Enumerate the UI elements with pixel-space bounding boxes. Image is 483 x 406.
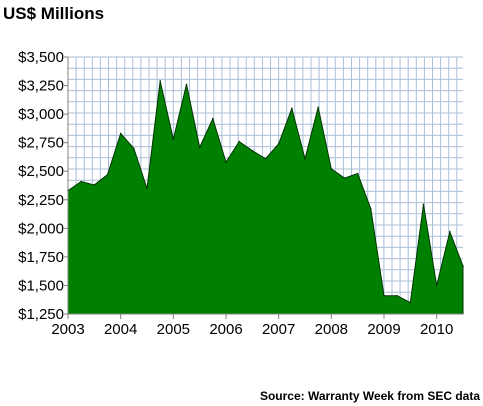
data-point	[264, 157, 267, 160]
y-tick-label: $3,500	[18, 49, 64, 66]
data-point	[422, 203, 425, 206]
data-point	[93, 184, 96, 186]
x-tick-label: 2010	[420, 321, 453, 338]
data-point	[212, 117, 214, 120]
x-tick-label: 2005	[157, 321, 190, 338]
x-tick-label: 2009	[367, 321, 400, 338]
y-tick-label: $2,750	[18, 135, 64, 152]
data-point	[435, 284, 438, 287]
area-fill	[67, 80, 464, 315]
area-series	[67, 80, 464, 315]
data-point	[238, 140, 240, 143]
y-tick-label: $1,750	[18, 249, 64, 266]
x-tick-label: 2007	[262, 321, 295, 338]
data-point	[304, 157, 306, 160]
y-tick-label: $2,500	[18, 163, 64, 180]
data-point	[185, 83, 188, 86]
y-tick-label: $3,250	[18, 78, 64, 95]
data-point	[291, 107, 293, 110]
y-tick-label: $1,250	[18, 306, 64, 323]
y-tick-label: $2,250	[18, 192, 64, 209]
data-point	[225, 161, 227, 163]
data-point	[198, 146, 201, 149]
plot-frame	[64, 56, 463, 319]
x-tick-label: 2004	[104, 321, 137, 338]
data-point	[343, 177, 346, 179]
data-point	[133, 147, 135, 150]
data-point	[172, 138, 175, 141]
data-point	[396, 294, 398, 297]
x-tick-label: 2008	[315, 321, 348, 338]
data-point	[409, 301, 412, 304]
data-point	[106, 173, 109, 176]
data-point	[251, 149, 254, 152]
chart-title: US$ Millions	[3, 4, 104, 23]
y-axis-tick-labels: $3,500 $3,250 $3,000 $2,750 $2,500 $2,250 $2,0…	[18, 49, 64, 323]
data-point	[317, 106, 319, 109]
data-point	[159, 80, 161, 82]
source-note: Source: Warranty Week from SEC data	[260, 389, 480, 403]
data-point	[462, 265, 464, 267]
data-point	[119, 132, 122, 135]
data-point	[146, 187, 148, 190]
data-point	[277, 143, 280, 145]
x-tick-label: 2006	[209, 321, 242, 338]
x-tick-label: 2003	[51, 321, 84, 338]
x-axis-tick-labels: 2003 2004 2005 2006 2007 2008 2009 2010	[51, 321, 453, 338]
y-tick-label: $3,000	[18, 106, 64, 123]
y-tick-label: $2,000	[18, 220, 64, 237]
data-point	[449, 230, 451, 233]
data-point	[383, 294, 385, 297]
data-point	[330, 168, 333, 170]
data-point	[370, 208, 372, 210]
data-point	[356, 172, 359, 175]
data-point	[80, 180, 82, 183]
y-tick-label: $1,500	[18, 277, 64, 294]
